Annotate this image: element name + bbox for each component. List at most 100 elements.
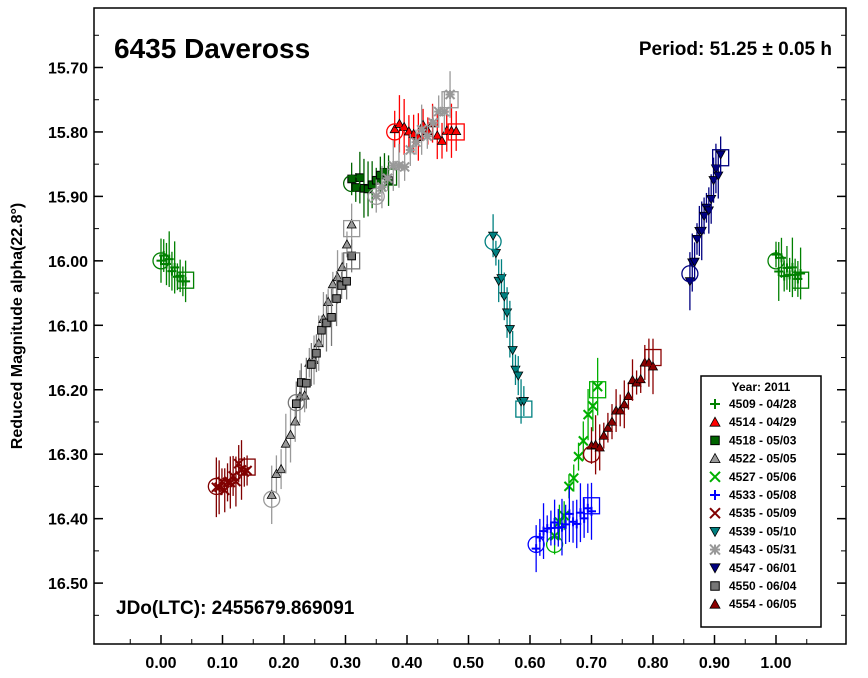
x-tick-label: 0.00 [145,655,176,672]
data-point [635,365,646,393]
x-tick-label: 0.20 [268,655,299,672]
data-point [513,356,524,396]
series-4547 - 06/01 [681,136,730,311]
session-end-marker [176,271,195,289]
legend-label: 4543 - 05/31 [729,543,797,557]
session-end-marker [589,381,607,399]
data-point [568,464,579,492]
legend-entry: 4543 - 05/31 [709,543,797,557]
session-end-marker [238,458,256,476]
data-point [285,407,296,463]
data-point [405,133,416,166]
x-tick-label: 1.00 [760,655,791,672]
data-point [606,404,618,440]
data-point [796,247,806,300]
data-point [561,504,571,544]
data-point [271,455,282,493]
period-label: Period: 51.25 ± 0.05 h [639,39,832,60]
y-tick-label: 16.10 [48,318,88,335]
legend-marker [709,416,721,427]
data-point [422,123,433,149]
axes: 0.00 0.10 0.20 0.30 0.40 0.50 0.60 0.70 0.80 0.90… [48,34,846,672]
session-start-marker [484,232,502,251]
session-start-marker [527,535,545,554]
series-4543 - 05/31 [367,71,459,213]
data-point [507,330,518,370]
y-axis-label: Reduced Magnitude alpha(22.8°) [9,203,26,449]
data-point [322,294,331,352]
data-point [394,95,405,153]
data-point [327,288,336,346]
data-point [587,380,599,432]
x-tick-label: 0.90 [699,655,730,672]
legend: Year: 2011 4509 - 04/28 4514 - 04/29 4518 … [700,375,822,628]
x-tick-label: 0.50 [453,655,484,672]
x-tick-label: 0.30 [330,655,361,672]
y-tick-label: 15.70 [48,61,88,78]
legend-entry: 4554 - 06/05 [709,597,797,611]
legend-box [700,375,822,628]
session-end-marker [712,149,730,167]
legend-label: 4518 - 05/03 [729,433,797,447]
data-point [371,179,382,213]
data-point [317,315,326,345]
data-point [436,122,448,159]
legend-marker [709,471,721,483]
y-tick-label: 15.90 [48,189,88,206]
legend-label: 4535 - 05/09 [729,506,797,520]
data-point [573,442,584,471]
data-point [280,413,291,474]
data-point [713,152,724,199]
x-tick-label: 0.40 [391,655,422,672]
session-start-marker [152,252,170,270]
series-4535 - 05/09 [207,440,256,518]
y-tick-label: 16.30 [48,447,88,464]
data-point [451,111,462,151]
data-point [302,357,311,409]
session-end-marker [342,252,361,270]
data-point [241,455,253,486]
session-end-marker [441,91,459,109]
session-start-marker [767,252,785,270]
data-point [715,136,726,173]
session-start-marker [342,174,361,193]
data-point [531,525,541,573]
legend-marker [709,507,721,519]
series-4550 - 06/04 [287,239,361,426]
y-tick-label: 16.00 [48,254,88,271]
series-4533 - 05/08 [527,482,601,573]
session-start-marker [367,187,385,206]
series-4509 - 04/28 [152,231,810,303]
legend-label: 4539 - 05/10 [729,524,797,538]
session-end-marker [582,497,601,515]
data-point [602,412,614,443]
session-end-marker [644,348,662,367]
legend-entry: 4509 - 04/28 [710,397,797,411]
data-point [346,203,357,246]
data-point [410,129,422,155]
data-point [403,115,415,148]
data-point [615,394,626,427]
x-tick-label: 0.60 [514,655,545,672]
data-point [181,260,191,303]
legend-marker [710,490,720,500]
data-point [572,499,582,549]
x-tick-label: 0.80 [637,655,668,672]
data-point [327,271,339,297]
data-point [623,382,634,410]
legend-title: Year: 2011 [732,380,791,394]
session-start-marker [287,393,305,412]
y-tick-label: 16.40 [48,512,88,529]
legend-label: 4533 - 05/08 [729,488,797,502]
legend-entry: 4514 - 04/29 [709,415,797,429]
legend-entry: 4527 - 05/06 [709,470,797,484]
legend-marker [710,435,720,446]
data-point [332,271,341,327]
data-point [550,499,560,546]
data-point [347,239,356,273]
legend-label: 4547 - 06/01 [729,561,797,575]
legend-entry: 4550 - 06/04 [710,579,797,593]
data-point [427,105,439,140]
x-tick-label: 0.70 [576,655,607,672]
